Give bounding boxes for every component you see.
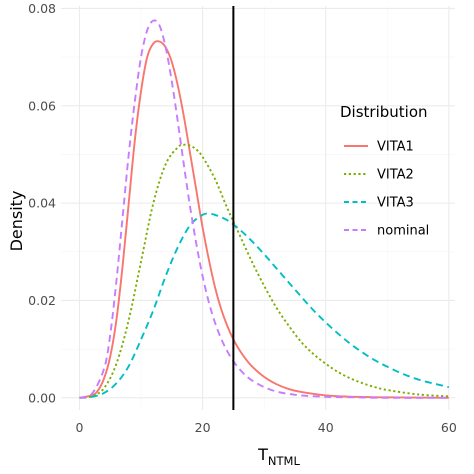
y-tick-label: 0.06 — [28, 98, 56, 113]
grid — [61, 6, 455, 410]
series-line-vita2 — [79, 143, 449, 399]
legend-label-vita2: VITA2 — [377, 168, 414, 183]
x-tick-label: 40 — [318, 420, 334, 435]
legend: Distribution VITA1 VITA2 VITA3 nominal — [340, 103, 429, 239]
y-tick-label: 0.08 — [28, 1, 56, 16]
x-tick-label: 20 — [195, 420, 211, 435]
series-lines — [79, 19, 450, 399]
y-tick-label: 0.02 — [28, 293, 56, 308]
y-tick-label: 0.04 — [28, 196, 56, 211]
legend-label-vita1: VITA1 — [377, 140, 414, 155]
y-tick-label: 0.00 — [28, 390, 56, 405]
series-line-nominal — [79, 19, 449, 399]
x-axis-title: TNTML — [257, 445, 300, 468]
legend-title: Distribution — [340, 103, 428, 121]
x-tick-label: 0 — [75, 420, 83, 435]
series-line-vita1 — [79, 40, 449, 399]
legend-label-nominal: nominal — [377, 224, 429, 239]
y-axis-title: Density — [7, 191, 26, 252]
x-axis-title-subscript: NTML — [268, 454, 301, 468]
series-line-vita3 — [79, 212, 450, 399]
legend-label-vita3: VITA3 — [377, 196, 414, 211]
x-axis-title-main: T — [257, 445, 268, 464]
x-axis-ticks: 0 20 40 60 — [75, 420, 456, 435]
x-tick-label: 60 — [441, 420, 457, 435]
y-axis-ticks: 0.00 0.02 0.04 0.06 0.08 — [28, 1, 56, 405]
